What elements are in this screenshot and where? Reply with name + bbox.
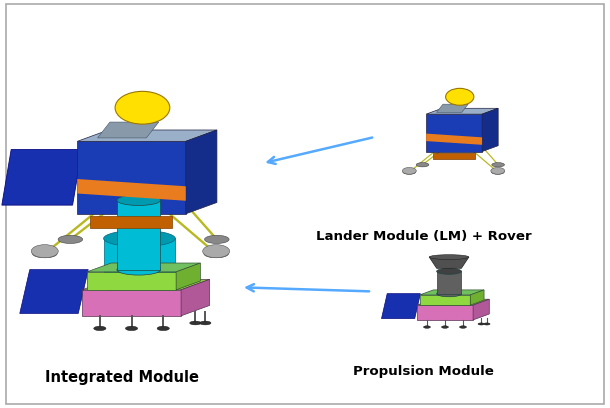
Text: Lander Module (LM) + Rover: Lander Module (LM) + Rover (316, 231, 531, 244)
Polygon shape (420, 290, 484, 295)
Polygon shape (98, 122, 159, 138)
Polygon shape (77, 141, 186, 214)
FancyBboxPatch shape (104, 239, 175, 286)
Polygon shape (2, 149, 82, 205)
Ellipse shape (450, 100, 470, 104)
Ellipse shape (204, 235, 229, 244)
Polygon shape (426, 108, 498, 114)
Ellipse shape (126, 326, 138, 330)
Ellipse shape (32, 250, 57, 258)
Ellipse shape (437, 291, 461, 297)
Ellipse shape (442, 326, 448, 328)
Polygon shape (381, 294, 420, 319)
Ellipse shape (190, 321, 201, 325)
FancyBboxPatch shape (433, 153, 475, 159)
FancyBboxPatch shape (5, 4, 605, 404)
Polygon shape (186, 130, 217, 214)
Ellipse shape (117, 264, 160, 275)
Ellipse shape (429, 255, 469, 259)
FancyBboxPatch shape (90, 216, 171, 228)
Ellipse shape (478, 323, 484, 325)
Ellipse shape (31, 245, 58, 258)
Ellipse shape (204, 250, 228, 258)
Ellipse shape (104, 230, 175, 247)
Polygon shape (82, 279, 210, 290)
Ellipse shape (104, 277, 175, 294)
Polygon shape (87, 272, 176, 290)
Ellipse shape (157, 326, 170, 330)
Ellipse shape (437, 268, 461, 274)
FancyBboxPatch shape (117, 200, 160, 270)
Ellipse shape (124, 115, 161, 122)
Ellipse shape (492, 163, 504, 167)
Polygon shape (82, 290, 181, 316)
Ellipse shape (199, 321, 211, 325)
Ellipse shape (403, 167, 416, 174)
Ellipse shape (403, 170, 415, 174)
Polygon shape (77, 130, 217, 141)
Ellipse shape (115, 91, 170, 124)
Ellipse shape (491, 167, 504, 174)
Polygon shape (426, 133, 482, 145)
Ellipse shape (203, 245, 229, 258)
FancyBboxPatch shape (437, 271, 461, 294)
Polygon shape (87, 263, 200, 272)
Ellipse shape (416, 163, 429, 167)
Polygon shape (426, 114, 482, 151)
Text: Propulsion Module: Propulsion Module (353, 365, 494, 378)
Ellipse shape (446, 89, 474, 105)
Polygon shape (429, 257, 469, 268)
Ellipse shape (58, 235, 82, 244)
Polygon shape (482, 108, 498, 151)
Ellipse shape (484, 323, 490, 325)
Ellipse shape (492, 170, 504, 174)
Polygon shape (77, 179, 186, 201)
Text: Integrated Module: Integrated Module (45, 370, 199, 385)
Ellipse shape (459, 326, 467, 328)
Polygon shape (420, 295, 470, 305)
Polygon shape (181, 279, 210, 316)
Ellipse shape (94, 326, 106, 330)
Polygon shape (470, 290, 484, 305)
Ellipse shape (423, 326, 431, 328)
Polygon shape (437, 104, 468, 112)
Polygon shape (176, 263, 200, 290)
FancyArrowPatch shape (246, 284, 369, 291)
Ellipse shape (117, 195, 160, 206)
Polygon shape (417, 299, 489, 305)
Polygon shape (20, 270, 88, 313)
Polygon shape (473, 299, 489, 320)
Polygon shape (417, 305, 473, 320)
FancyArrowPatch shape (268, 137, 372, 164)
